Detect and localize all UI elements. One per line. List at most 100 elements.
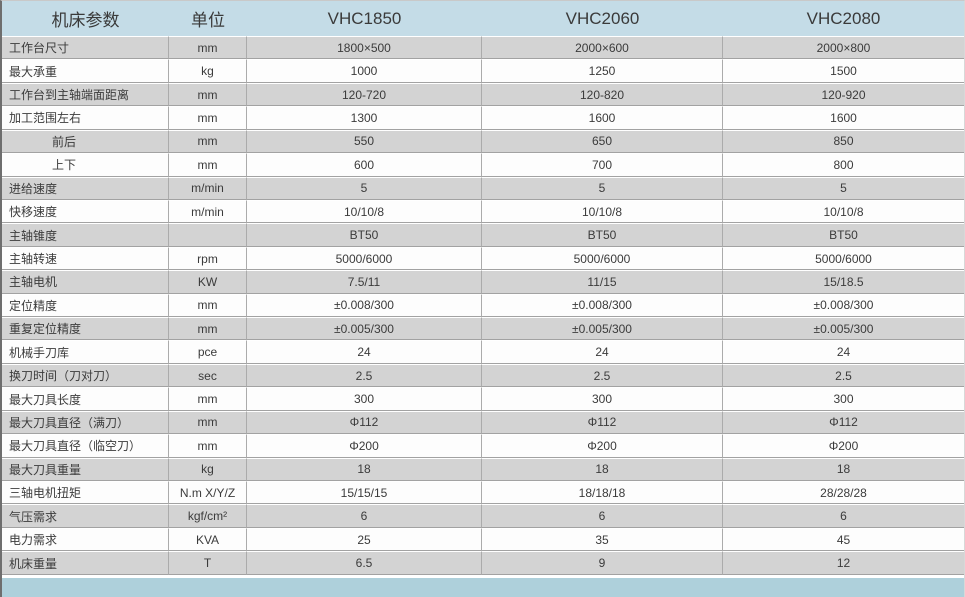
vhc1850-value-cell: ±0.005/300 [247,317,482,341]
table-row: 机床重量 T 6.5 9 12 [2,551,964,575]
table-body: 工作台尺寸 mm 1800×500 2000×600 2000×800 最大承重… [2,36,964,575]
vhc1850-value-cell: 1000 [247,59,482,83]
vhc2080-value-cell: 2000×800 [723,36,964,60]
unit-cell: mm [169,36,247,60]
vhc2080-value-cell: 45 [723,527,964,552]
unit-cell: kg [169,59,247,83]
param-label-cell: 主轴电机 [2,270,169,294]
header-cell-vhc2060: VHC2060 [482,1,723,36]
table-row: 快移速度 m/min 10/10/8 10/10/8 10/10/8 [2,199,964,224]
vhc2080-value-cell: 850 [723,129,964,154]
unit-cell: sec [169,363,247,388]
vhc2060-value-cell: 35 [482,527,723,552]
param-label-cell: 最大刀具长度 [2,387,169,411]
unit-cell: N.m X/Y/Z [169,481,247,505]
vhc1850-value-cell: Φ112 [247,410,482,435]
unit-cell: kg [169,457,247,482]
vhc2060-value-cell: ±0.008/300 [482,293,723,318]
param-label-cell: 最大刀具直径（满刀） [2,410,169,435]
vhc2060-value-cell: 10/10/8 [482,199,723,224]
param-label-cell: 进给速度 [2,176,169,200]
vhc2060-value-cell: 700 [482,153,723,177]
table-row: 三轴电机扭矩 N.m X/Y/Z 15/15/15 18/18/18 28/28… [2,481,964,505]
table-row: 气压需求 kgf/cm² 6 6 6 [2,504,964,528]
vhc2060-value-cell: BT50 [482,223,723,247]
vhc2080-value-cell: 300 [723,387,964,411]
table-row: 主轴转速 rpm 5000/6000 5000/6000 5000/6000 [2,246,964,271]
unit-cell: mm [169,129,247,154]
vhc2080-value-cell: 1500 [723,59,964,83]
table-row: 换刀时间（刀对刀） sec 2.5 2.5 2.5 [2,363,964,388]
param-label-cell: 主轴锥度 [2,223,169,247]
table-row: 电力需求 KVA 25 35 45 [2,527,964,552]
param-label-cell: 最大刀具重量 [2,457,169,482]
vhc1850-value-cell: 15/15/15 [247,481,482,505]
vhc2060-value-cell: 1250 [482,59,723,83]
table-row: 工作台到主轴端面距离 mm 120-720 120-820 120-920 [2,82,964,107]
vhc1850-value-cell: 550 [247,129,482,154]
unit-cell: mm [169,317,247,341]
vhc1850-value-cell: 24 [247,340,482,364]
unit-cell: mm [169,106,247,130]
unit-cell: mm [169,410,247,435]
unit-cell: m/min [169,176,247,200]
table-row: 最大刀具直径（临空刀） mm Φ200 Φ200 Φ200 [2,434,964,458]
vhc2060-value-cell: 5 [482,176,723,200]
header-cell-unit: 单位 [169,1,247,36]
vhc2060-value-cell: 1600 [482,106,723,130]
vhc2060-value-cell: 24 [482,340,723,364]
vhc2080-value-cell: 18 [723,457,964,482]
table-row: 最大刀具重量 kg 18 18 18 [2,457,964,482]
unit-cell: mm [169,434,247,458]
header-cell-parameter: 机床参数 [2,1,169,36]
param-label-cell: 定位精度 [2,293,169,318]
param-label-cell: 重复定位精度 [2,317,169,341]
vhc2060-value-cell: 18/18/18 [482,481,723,505]
unit-cell: mm [169,387,247,411]
vhc1850-value-cell: 6.5 [247,551,482,575]
table-row: 进给速度 m/min 5 5 5 [2,176,964,200]
vhc1850-value-cell: 6 [247,504,482,528]
table-row: 主轴电机 KW 7.5/11 11/15 15/18.5 [2,270,964,294]
table-row: 定位精度 mm ±0.008/300 ±0.008/300 ±0.008/300 [2,293,964,318]
table-header: 机床参数 单位 VHC1850 VHC2060 VHC2080 [2,1,964,36]
vhc2080-value-cell: ±0.005/300 [723,317,964,341]
vhc1850-value-cell: 25 [247,527,482,552]
param-label-cell: 最大承重 [2,59,169,83]
vhc2080-value-cell: ±0.008/300 [723,293,964,318]
footer-bar [2,578,964,597]
table-row: 最大刀具长度 mm 300 300 300 [2,387,964,411]
header-cell-vhc2080: VHC2080 [723,1,964,36]
vhc1850-value-cell: ±0.008/300 [247,293,482,318]
vhc1850-value-cell: 10/10/8 [247,199,482,224]
vhc1850-value-cell: 5000/6000 [247,246,482,271]
header-row: 机床参数 单位 VHC1850 VHC2060 VHC2080 [2,1,964,36]
vhc1850-value-cell: 2.5 [247,363,482,388]
vhc2060-value-cell: 11/15 [482,270,723,294]
param-label-cell: 机械手刀库 [2,340,169,364]
table-row: 最大承重 kg 1000 1250 1500 [2,59,964,83]
vhc2060-value-cell: 120-820 [482,82,723,107]
table-row: 主轴锥度 BT50 BT50 BT50 [2,223,964,247]
vhc1850-value-cell: 300 [247,387,482,411]
unit-cell: KW [169,270,247,294]
vhc2060-value-cell: 2000×600 [482,36,723,60]
param-label-cell: 快移速度 [2,199,169,224]
vhc2080-value-cell: 28/28/28 [723,481,964,505]
unit-cell: T [169,551,247,575]
table-row: 机械手刀库 pce 24 24 24 [2,340,964,364]
table-row: 上下 mm 600 700 800 [2,153,964,177]
vhc1850-value-cell: 18 [247,457,482,482]
vhc1850-value-cell: 5 [247,176,482,200]
param-label-cell: 机床重量 [2,551,169,575]
vhc2080-value-cell: 6 [723,504,964,528]
vhc2060-value-cell: 5000/6000 [482,246,723,271]
table-row: 最大刀具直径（满刀） mm Φ112 Φ112 Φ112 [2,410,964,435]
vhc2080-value-cell: BT50 [723,223,964,247]
vhc2060-value-cell: 2.5 [482,363,723,388]
table-row: 工作台尺寸 mm 1800×500 2000×600 2000×800 [2,36,964,60]
param-label-cell: 三轴电机扭矩 [2,481,169,505]
machine-spec-table: 机床参数 单位 VHC1850 VHC2060 VHC2080 工作台尺寸 mm… [2,1,964,575]
vhc1850-value-cell: Φ200 [247,434,482,458]
